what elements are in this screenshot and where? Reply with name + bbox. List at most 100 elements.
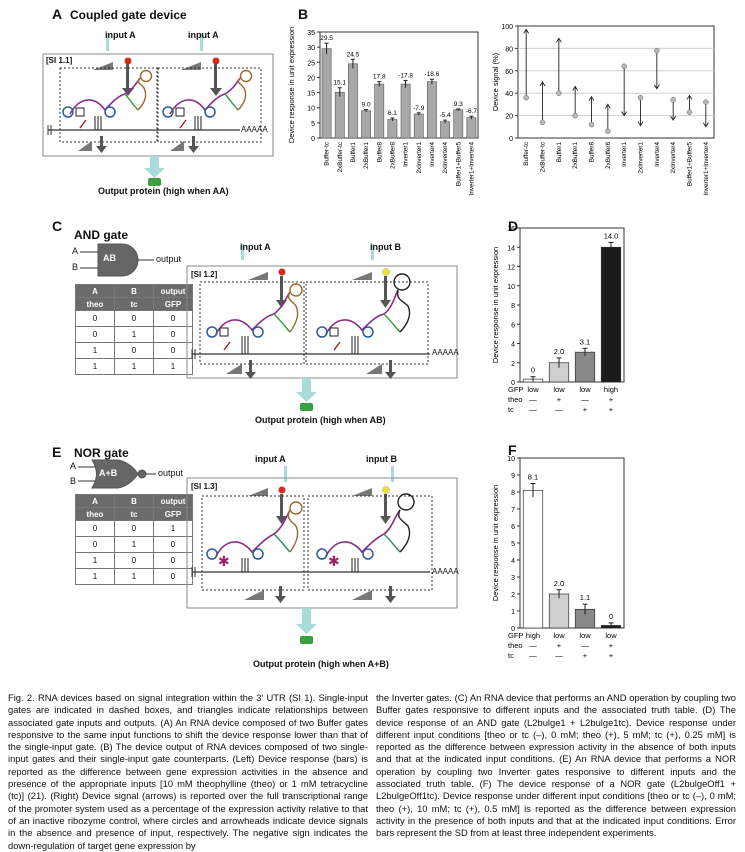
nor-cell-3-0: 1	[75, 568, 115, 585]
and-subheader-0: theo	[75, 297, 115, 311]
b2-category-label: Inverter4	[654, 142, 661, 167]
d-data-label: 3.1	[580, 337, 590, 346]
nor-header-1: B	[114, 494, 154, 508]
f-ytick-label: 9	[511, 473, 515, 480]
b2-arrowhead	[637, 121, 644, 127]
b2-category-label: Inverter1+Inverter4	[703, 142, 710, 196]
d-data-label: 14.0	[604, 231, 619, 240]
panel-a-gate-box-1	[59, 67, 158, 143]
d-bar	[600, 246, 622, 383]
panel-e-diagram: ✱ ✱	[186, 466, 458, 644]
b2-arrowhead	[621, 111, 628, 117]
b1-bar	[334, 91, 345, 139]
d-row-label: tc	[508, 405, 514, 414]
panel-a-title: Coupled gate device	[70, 8, 187, 22]
f-data-label: 0	[609, 612, 613, 621]
and-cell-0-1: 0	[114, 310, 154, 327]
b2-ytick-label: 60	[505, 69, 513, 76]
b2-ytick-label: 80	[505, 46, 513, 53]
panel-c-title: AND gate	[74, 228, 129, 242]
and-cell-0-0: 0	[75, 310, 115, 327]
b1-plot-frame	[319, 31, 479, 139]
panel-a-ribozyme-2	[162, 69, 253, 130]
svg-text:✱: ✱	[218, 553, 230, 569]
figure-caption-col2: the Inverter gates. (C) An RNA device th…	[376, 692, 736, 839]
b1-ytick-label: 5	[311, 121, 315, 128]
b1-ylabel: Device response in unit expression	[287, 27, 296, 143]
panel-c-si-label: [SI 1.2]	[191, 270, 218, 279]
f-ytick-label: 1	[511, 609, 515, 616]
d-ytick-label: 10	[507, 284, 515, 291]
d-row-label: theo	[508, 395, 523, 404]
figure-caption-col1: Fig. 2. RNA devices based on signal inte…	[8, 692, 368, 851]
panel-b-letter: B	[298, 6, 309, 22]
f-row-label: tc	[508, 651, 514, 660]
b2-arrowhead	[572, 85, 579, 91]
b2-start-marker	[637, 94, 644, 101]
d-condition: +	[609, 405, 614, 414]
f-condition: +	[609, 651, 614, 660]
nor-header-0: A	[75, 494, 115, 508]
f-ylabel: Device response in unit expression	[491, 485, 500, 601]
d-condition: —	[555, 405, 563, 414]
f-bar	[548, 593, 570, 629]
panel-a-ribozyme-1	[62, 69, 153, 130]
nor-cell-0-0: 0	[75, 520, 115, 537]
b1-category-label: 2xBuffer1	[363, 142, 370, 169]
d-ytick-label: 4	[511, 342, 515, 349]
b1-ytick-label: 30	[307, 45, 315, 52]
b2-arrowhead	[555, 37, 562, 43]
b2-ytick-label: 20	[505, 114, 513, 121]
b1-category-label: Buffer-tc	[324, 142, 331, 166]
b2-arrowhead	[686, 94, 693, 100]
b2-category-label: 2xBuffer-tc	[540, 142, 547, 172]
f-data-label: 2.0	[554, 579, 564, 588]
and-header-0: A	[75, 284, 115, 298]
b2-category-label: 2xInverter1	[638, 142, 645, 174]
b1-ytick-label: 25	[307, 60, 315, 67]
panel-a-letter: A	[52, 6, 63, 22]
nor-cell-0-1: 0	[114, 520, 154, 537]
b2-plot-frame	[517, 25, 715, 139]
b1-data-label: -6.7	[466, 108, 478, 115]
and-cell-2-0: 1	[75, 342, 115, 359]
b2-arrowhead	[670, 115, 677, 121]
b1-bar	[361, 110, 371, 139]
d-ytick-label: 0	[511, 380, 515, 387]
svg-text:✱: ✱	[328, 553, 340, 569]
b2-ylabel: Device signal (%)	[491, 52, 500, 111]
d-condition: high	[604, 385, 618, 394]
d-data-label: 2.0	[554, 347, 564, 356]
d-bar	[574, 351, 596, 383]
b2-ytick-label: 0	[509, 136, 513, 143]
nor-gate-label: A+B	[99, 468, 118, 478]
b2-ytick-label: 100	[501, 24, 513, 31]
b2-start-marker	[588, 121, 595, 128]
b1-category-label: Inverter1+Inverter4	[468, 142, 475, 196]
and-cell-3-0: 1	[75, 358, 115, 375]
b1-bar	[374, 83, 385, 139]
nor-cell-1-0: 0	[75, 536, 115, 553]
b1-category-label: 2xBuffer8	[389, 142, 396, 169]
f-ytick-label: 7	[511, 507, 515, 514]
panel-d-letter: D	[508, 218, 519, 234]
panel-e-title: NOR gate	[74, 446, 129, 460]
and-cell-2-1: 0	[114, 342, 154, 359]
f-condition: low	[579, 631, 591, 640]
b2-category-label: Buffer8	[589, 142, 596, 163]
and-gate-out: output	[156, 254, 182, 264]
f-ytick-label: 3	[511, 575, 515, 582]
panel-c-input-b: input B	[370, 242, 401, 252]
f-condition: —	[529, 651, 537, 660]
f-ytick-label: 5	[511, 541, 515, 548]
f-condition: +	[583, 651, 588, 660]
f-condition: +	[557, 641, 562, 650]
b1-category-label: Buffer1	[350, 142, 357, 163]
panel-c-polya: AAAAA	[432, 348, 459, 357]
b2-arrowhead	[588, 95, 595, 101]
